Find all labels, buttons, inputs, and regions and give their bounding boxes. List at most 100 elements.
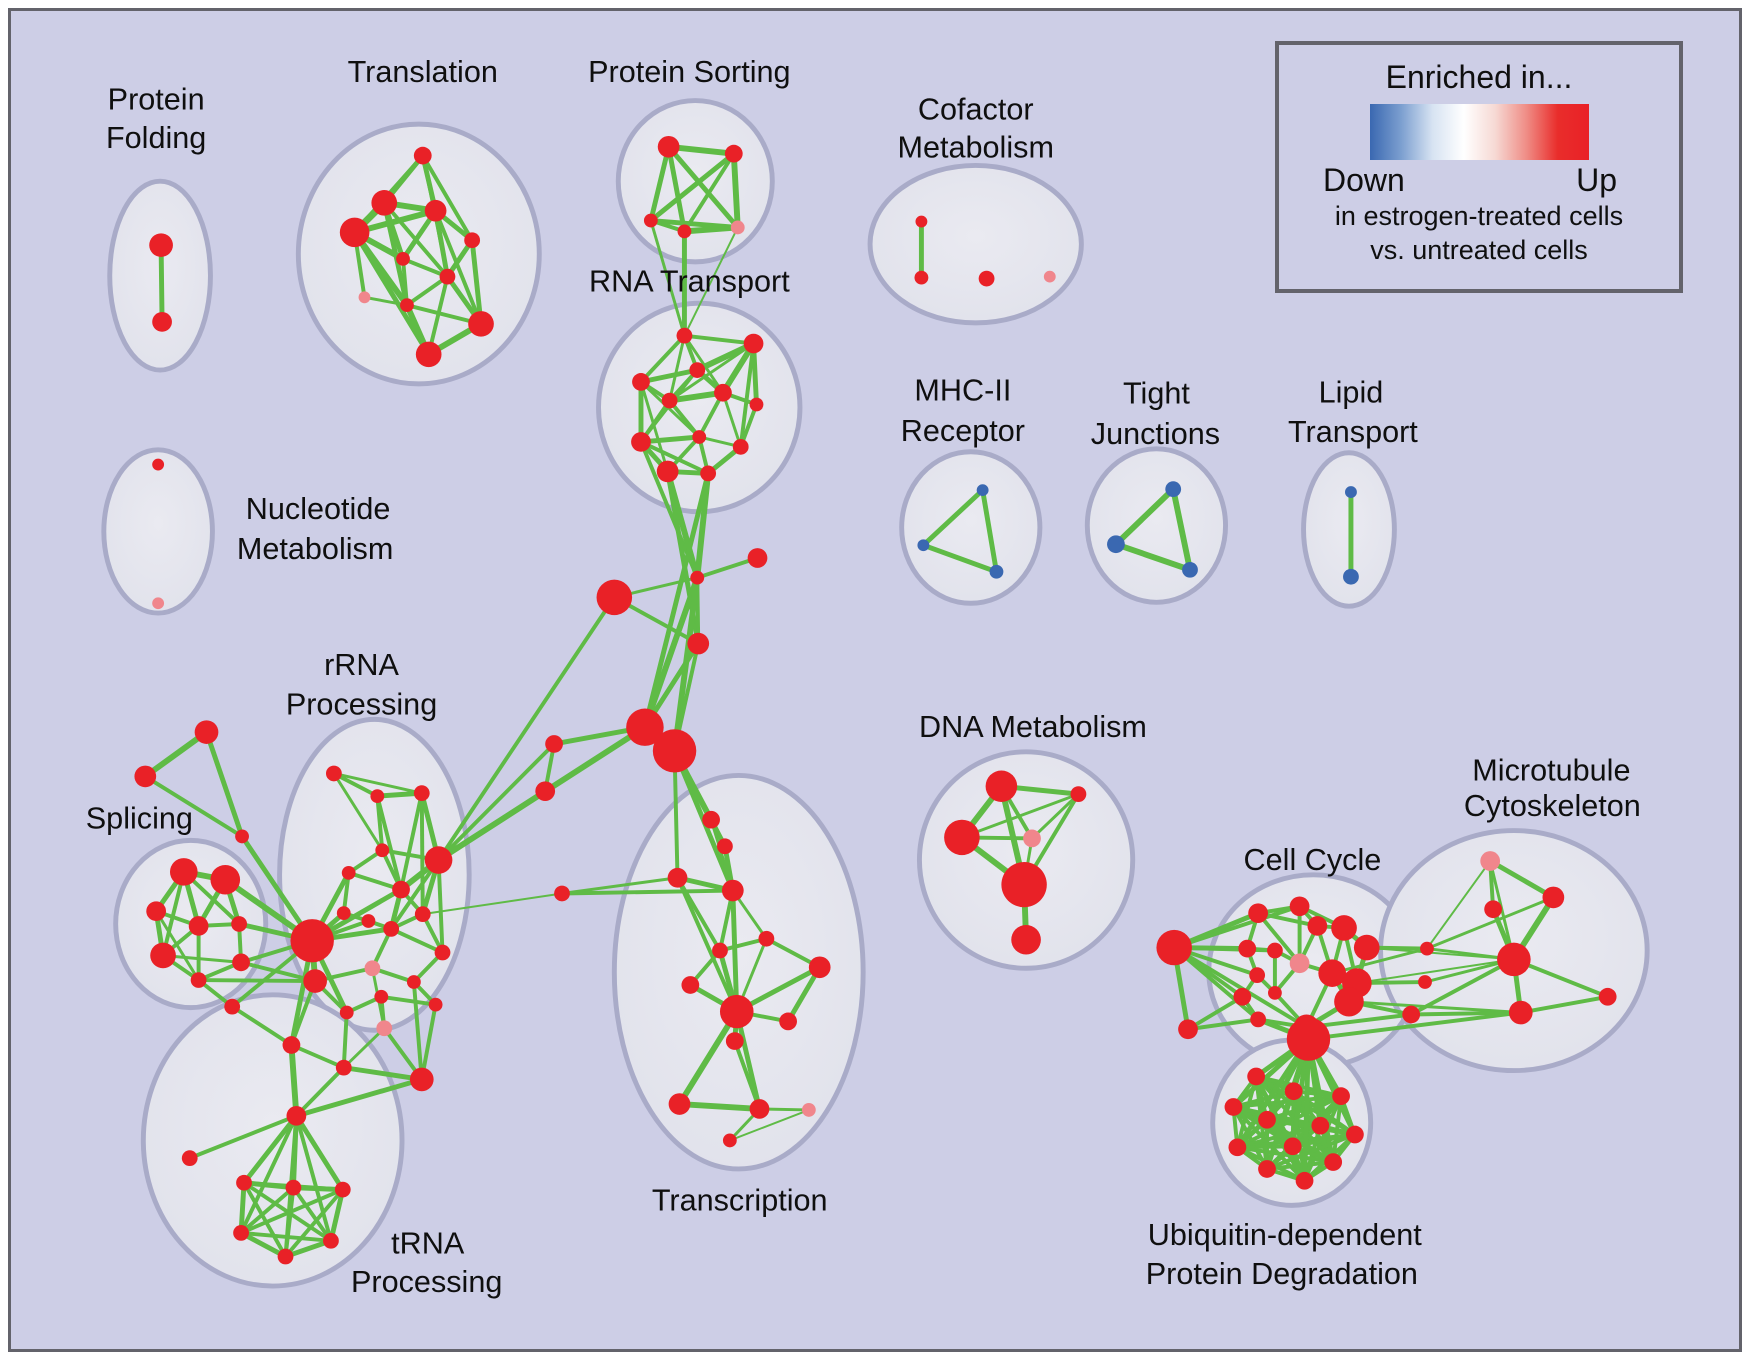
network-edge <box>738 341 756 449</box>
network-edge <box>732 1039 762 1111</box>
network-edge <box>920 487 986 548</box>
legend-subtitle-line1: in estrogen-treated cells <box>1334 201 1624 231</box>
gene-set-node-tr0 <box>702 810 720 829</box>
network-edge <box>288 1042 300 1119</box>
network-edge <box>346 870 404 892</box>
gene-set-node-rt1 <box>743 333 764 354</box>
cluster-label-protein-sorting: Protein Sorting <box>588 55 790 89</box>
network-edge <box>401 256 450 279</box>
gene-set-node-t6 <box>439 268 456 285</box>
cluster-ellipse-dna-metabolism <box>916 749 1136 971</box>
cluster-ellipse-mhc-ii-receptor <box>899 449 1043 606</box>
cluster-label-microtubule-cytoskeleton: Microtubule <box>1472 754 1630 788</box>
gene-set-node-n4 <box>334 1181 351 1198</box>
gene-set-node-u6 <box>1346 1125 1364 1144</box>
network-edge <box>642 470 711 730</box>
gene-set-node-cc11 <box>1318 959 1347 987</box>
cluster-label-nucleotide-metabolism: Nucleotide <box>246 492 391 526</box>
legend-down-label: Down <box>1323 162 1405 198</box>
gene-set-node-cc5 <box>1331 915 1357 941</box>
network-edge <box>332 771 424 795</box>
cluster-label-ubiquitin-degradation: Protein Degradation <box>1146 1257 1418 1291</box>
cluster-label-lipid-transport: Lipid <box>1319 376 1384 410</box>
gene-set-node-cc8 <box>1267 942 1283 959</box>
network-edge <box>328 1187 346 1244</box>
cluster-label-mhc-ii-receptor: Receptor <box>901 414 1025 448</box>
gene-set-node-r14 <box>290 919 334 963</box>
network-edge <box>433 208 450 280</box>
gene-set-node-sx1 <box>134 765 157 788</box>
gene-set-node-cc6 <box>1353 934 1380 961</box>
network-edge <box>666 389 726 404</box>
legend-gradient-bar <box>1369 104 1589 160</box>
gene-set-node-tr12 <box>749 1099 770 1119</box>
gene-set-node-s4 <box>231 916 247 932</box>
cluster-label-trna-processing: tRNA <box>391 1227 465 1261</box>
network-edge <box>1302 1036 1311 1184</box>
network-edge <box>683 226 739 337</box>
gene-set-node-d0 <box>985 770 1018 802</box>
network-edge <box>239 1230 333 1243</box>
gene-set-node-u7 <box>1228 1138 1247 1157</box>
cluster-label-tight-junctions: Junctions <box>1091 417 1220 451</box>
network-edge <box>681 224 741 235</box>
gene-set-node-rt8 <box>692 430 707 444</box>
cluster-label-cofactor-metabolism: Metabolism <box>897 131 1053 165</box>
network-edge <box>332 771 384 852</box>
network-edge <box>682 333 756 346</box>
gene-set-node-n2 <box>236 1174 252 1191</box>
gene-set-node-c1 <box>690 570 705 585</box>
gene-set-node-tr13 <box>801 1103 816 1117</box>
gene-set-node-m3 <box>1497 942 1531 977</box>
nodes-layer <box>134 135 1617 1265</box>
legend-title: Enriched in... <box>1385 59 1573 95</box>
gene-set-node-rt11 <box>700 465 717 482</box>
cluster-label-splicing: Splicing <box>86 802 193 836</box>
gene-set-node-lt0 <box>1345 486 1357 498</box>
network-edge <box>1306 1010 1523 1042</box>
gene-set-node-mc2 <box>1402 1005 1421 1024</box>
gene-set-node-mh1 <box>917 539 930 552</box>
gene-set-node-tr10 <box>725 1032 744 1050</box>
gene-set-node-tj2 <box>1182 561 1198 578</box>
gene-set-node-nm0 <box>152 458 165 471</box>
network-edge <box>638 367 700 385</box>
network-edge <box>419 791 425 917</box>
network-edge <box>291 1185 333 1243</box>
network-edge <box>187 1113 299 1161</box>
gene-set-node-c5 <box>652 729 697 773</box>
network-edge <box>375 794 404 892</box>
network-edge <box>980 487 999 575</box>
network-edge <box>709 818 735 893</box>
gene-set-node-m5 <box>1598 987 1617 1006</box>
gene-set-node-n8 <box>282 1036 301 1054</box>
gene-set-node-r16 <box>339 1005 354 1020</box>
gene-set-node-cc10 <box>1249 967 1266 984</box>
cluster-label-nucleotide-metabolism: Metabolism <box>237 532 393 566</box>
gene-set-node-tr9 <box>779 1012 797 1031</box>
gene-set-node-d1 <box>1070 786 1087 802</box>
gene-set-node-r2 <box>413 785 430 802</box>
network-edge <box>676 1101 763 1112</box>
network-edge <box>668 342 756 403</box>
gene-set-node-ps3 <box>677 224 692 239</box>
network-edge <box>1112 486 1177 548</box>
cluster-ellipse-trna-processing <box>140 992 405 1289</box>
network-edge <box>158 242 165 325</box>
gene-set-node-tr5 <box>712 942 728 959</box>
gene-set-node-rt3 <box>632 373 650 391</box>
gene-set-node-n9 <box>335 1059 352 1076</box>
gene-set-node-r9 <box>383 921 400 937</box>
cluster-ellipse-nucleotide-metabolism <box>101 447 215 616</box>
network-edge <box>238 1230 288 1259</box>
network-edge <box>1172 945 1261 1022</box>
network-edge <box>666 144 741 230</box>
gene-set-node-tr6 <box>808 956 831 979</box>
network-edge <box>648 144 672 224</box>
network-edge <box>404 274 450 308</box>
gene-set-node-d4 <box>1001 862 1047 908</box>
cluster-label-microtubule-cytoskeleton: Cytoskeleton <box>1464 789 1641 823</box>
gene-set-node-tr11 <box>668 1093 691 1115</box>
figure-canvas: Protein Folding Translation Protein Sorting… <box>8 8 1742 1352</box>
gene-set-node-ps1 <box>724 144 743 163</box>
